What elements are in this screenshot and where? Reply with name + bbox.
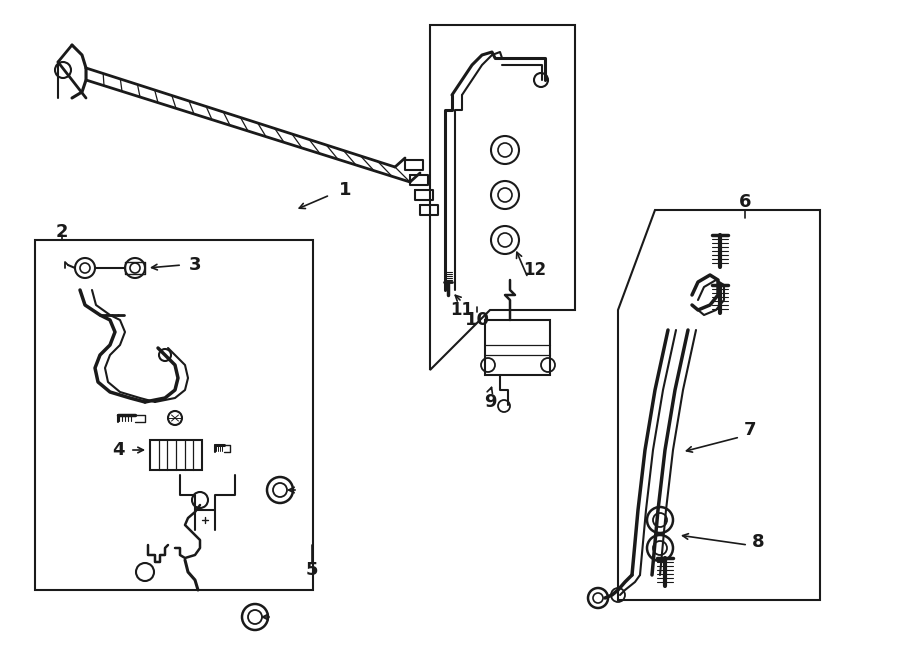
Text: 10: 10 <box>464 311 490 329</box>
Text: 11: 11 <box>451 301 473 319</box>
Text: 3: 3 <box>189 256 202 274</box>
Text: 1: 1 <box>338 181 351 199</box>
Text: 4: 4 <box>112 441 124 459</box>
Text: 8: 8 <box>752 533 764 551</box>
Bar <box>35 240 313 590</box>
Text: 7: 7 <box>743 421 756 439</box>
Text: 12: 12 <box>524 261 546 279</box>
Text: 6: 6 <box>739 193 752 211</box>
Text: 5: 5 <box>306 561 319 579</box>
Text: 2: 2 <box>56 223 68 241</box>
Bar <box>150 440 202 470</box>
Text: 9: 9 <box>484 393 496 411</box>
Bar <box>485 320 550 375</box>
